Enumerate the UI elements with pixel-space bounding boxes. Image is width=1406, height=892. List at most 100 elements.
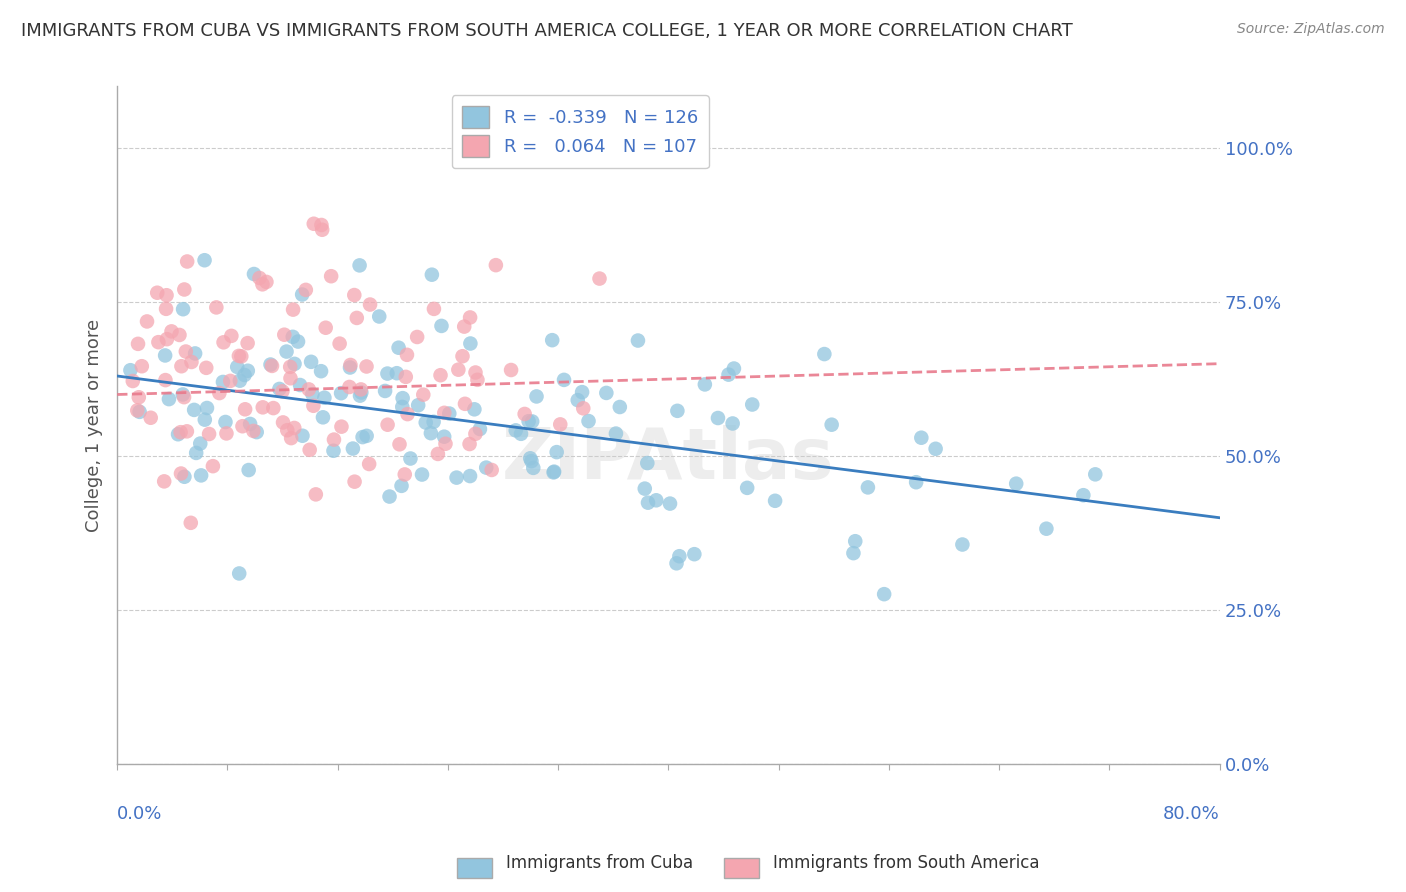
- Point: [280, 371, 302, 385]
- Point: [821, 417, 844, 432]
- Point: [399, 451, 422, 466]
- Point: [311, 218, 333, 232]
- Point: [172, 302, 194, 317]
- Point: [228, 566, 250, 581]
- Point: [273, 327, 295, 342]
- Point: [271, 384, 294, 399]
- Point: [214, 415, 236, 429]
- Point: [155, 301, 177, 316]
- Point: [645, 493, 668, 508]
- Point: [195, 401, 218, 415]
- Point: [231, 350, 253, 364]
- Point: [433, 406, 456, 420]
- Point: [276, 344, 298, 359]
- Point: [352, 430, 374, 444]
- Point: [454, 397, 477, 411]
- Point: [707, 411, 730, 425]
- Point: [339, 380, 361, 394]
- Point: [391, 391, 413, 405]
- Point: [219, 374, 242, 388]
- Point: [315, 320, 337, 334]
- Point: [238, 463, 260, 477]
- Point: [735, 481, 758, 495]
- Text: 80.0%: 80.0%: [1163, 805, 1220, 823]
- Point: [201, 459, 224, 474]
- Point: [180, 355, 202, 369]
- Point: [1005, 476, 1028, 491]
- Point: [278, 359, 301, 374]
- Point: [950, 537, 973, 551]
- Point: [420, 268, 443, 282]
- Point: [170, 359, 193, 374]
- Point: [548, 417, 571, 432]
- Point: [194, 412, 217, 426]
- Point: [905, 475, 928, 490]
- Point: [184, 346, 207, 360]
- Point: [169, 425, 191, 440]
- Point: [541, 333, 564, 347]
- Point: [451, 349, 474, 363]
- Point: [252, 401, 274, 415]
- Point: [346, 310, 368, 325]
- Point: [395, 370, 418, 384]
- Point: [195, 360, 218, 375]
- Point: [276, 423, 298, 437]
- Point: [323, 433, 346, 447]
- Point: [349, 389, 371, 403]
- Point: [813, 347, 835, 361]
- Point: [269, 382, 291, 396]
- Point: [173, 390, 195, 404]
- Point: [228, 349, 250, 363]
- Point: [121, 374, 143, 388]
- Point: [127, 403, 149, 417]
- Point: [280, 431, 302, 445]
- Point: [136, 314, 159, 328]
- Point: [312, 410, 335, 425]
- Point: [422, 415, 444, 429]
- Point: [330, 419, 353, 434]
- Point: [683, 547, 706, 561]
- Point: [283, 421, 305, 435]
- Point: [329, 336, 352, 351]
- Point: [188, 436, 211, 450]
- Point: [236, 336, 259, 351]
- Point: [350, 385, 373, 400]
- Point: [378, 490, 401, 504]
- Point: [433, 430, 456, 444]
- Point: [349, 259, 371, 273]
- Point: [394, 467, 416, 482]
- Point: [302, 217, 325, 231]
- Point: [128, 390, 150, 404]
- Point: [485, 258, 508, 272]
- Text: ZIPAtlas: ZIPAtlas: [502, 425, 835, 493]
- Point: [453, 319, 475, 334]
- Point: [291, 428, 314, 442]
- Point: [127, 336, 149, 351]
- Point: [233, 402, 256, 417]
- Point: [291, 287, 314, 301]
- Point: [305, 487, 328, 501]
- Point: [176, 425, 198, 439]
- Point: [233, 368, 256, 382]
- Point: [741, 397, 763, 411]
- Point: [588, 271, 610, 285]
- Point: [1073, 488, 1095, 502]
- Point: [212, 335, 235, 350]
- Point: [174, 344, 197, 359]
- Point: [522, 461, 544, 475]
- Point: [356, 429, 378, 443]
- Point: [464, 426, 486, 441]
- Point: [609, 400, 631, 414]
- Point: [262, 401, 284, 416]
- Point: [519, 451, 541, 466]
- Point: [856, 480, 879, 494]
- Text: Immigrants from Cuba: Immigrants from Cuba: [506, 855, 693, 872]
- Point: [423, 301, 446, 316]
- Point: [572, 401, 595, 416]
- Point: [406, 398, 429, 412]
- Text: Source: ZipAtlas.com: Source: ZipAtlas.com: [1237, 22, 1385, 37]
- Point: [288, 378, 311, 392]
- Point: [446, 470, 468, 484]
- Point: [391, 479, 413, 493]
- Point: [385, 366, 408, 380]
